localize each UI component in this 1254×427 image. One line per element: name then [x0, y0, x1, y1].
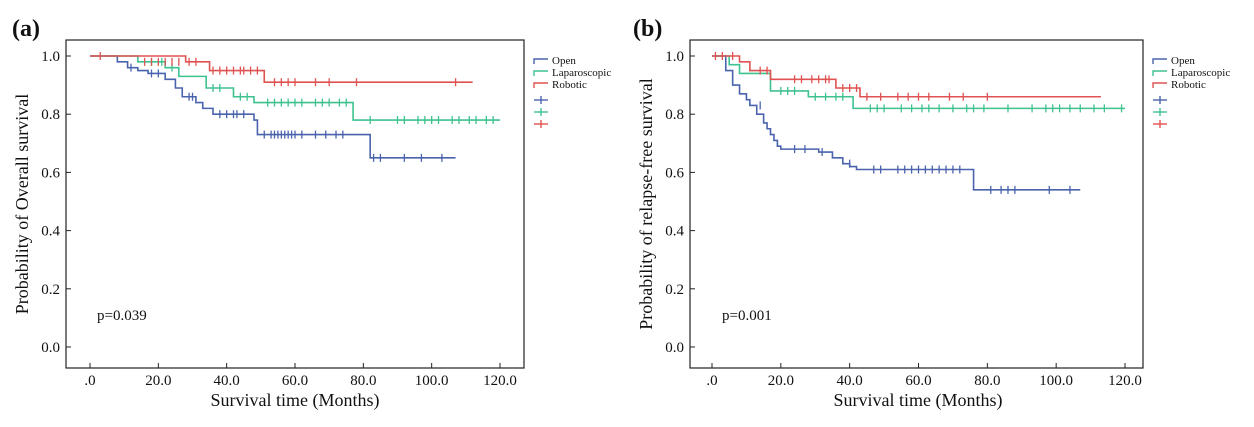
- x-tick-label: 100.0: [415, 373, 449, 389]
- series-open: [712, 55, 1081, 194]
- survival-curve-robotic: [712, 55, 1101, 98]
- y-tick-label: 0.2: [41, 282, 60, 298]
- legend-line-icon: [533, 58, 548, 64]
- legend-label: Robotic: [1171, 79, 1206, 91]
- y-tick-label: 0.2: [665, 282, 684, 298]
- legend-label: Open: [552, 55, 576, 67]
- survival-curve-robotic: [90, 55, 473, 83]
- p-value-annotation: p=0.001: [722, 308, 772, 324]
- series-laparoscopic: [712, 55, 1125, 113]
- x-tick-label: 60.0: [282, 373, 308, 389]
- x-tick-label: 100.0: [1039, 373, 1073, 389]
- survival-curve-open: [712, 55, 1081, 191]
- y-tick-label: 0.6: [665, 165, 684, 181]
- legend-line-icon: [533, 82, 548, 88]
- legend-label: Laparoscopic: [552, 67, 611, 79]
- legend-label: Open: [1171, 55, 1195, 67]
- y-tick-label: 0.4: [41, 224, 60, 240]
- y-tick-label: 0.8: [665, 107, 684, 123]
- y-axis-label: Probability of Overall survival: [12, 94, 32, 314]
- y-tick-label: 1.0: [665, 49, 684, 65]
- p-value-annotation: p=0.039: [97, 308, 147, 324]
- series-laparoscopic: [90, 55, 500, 125]
- y-axis-label: Probability of relapse-free survival: [636, 78, 656, 329]
- legend-line-icon: [1152, 58, 1167, 64]
- x-tick-label: 120.0: [483, 373, 517, 389]
- series-open: [90, 55, 456, 162]
- legend-line-icon: [533, 70, 548, 76]
- x-axis-label: Survival time (Months): [211, 390, 380, 411]
- x-tick-label: 60.0: [905, 373, 931, 389]
- panel-label: (a): [12, 16, 40, 42]
- legend-label: Robotic: [552, 79, 587, 91]
- x-tick-label: 40.0: [837, 373, 863, 389]
- panel-label: (b): [633, 16, 662, 42]
- legend-line-icon: [1152, 70, 1167, 76]
- x-tick-label: 80.0: [350, 373, 376, 389]
- legend-line-icon: [1152, 82, 1167, 88]
- x-tick-label: 80.0: [974, 373, 1000, 389]
- x-tick-label: 20.0: [768, 373, 794, 389]
- y-tick-label: 0.0: [665, 340, 684, 356]
- y-tick-label: 1.0: [41, 49, 60, 65]
- y-tick-label: 0.4: [665, 224, 684, 240]
- survival-curve-open: [90, 55, 456, 159]
- chart-panel-1: (a) 0.0 0.2 0.4 0.6 0.8 1.0 .0 20.0 40.0 60.0 80.0 1…: [12, 16, 611, 411]
- y-tick-label: 0.0: [41, 340, 60, 356]
- chart-panel-2: (b) 0.0 0.2 0.4 0.6 0.8 1.0 .0 20.0 40.0 60.0 80.0 1…: [633, 16, 1230, 411]
- y-tick-label: 0.8: [41, 107, 60, 123]
- series-robotic: [90, 52, 473, 87]
- survival-curve-laparoscopic: [712, 55, 1125, 110]
- y-tick-label: 0.6: [41, 165, 60, 181]
- x-axis-label: Survival time (Months): [834, 390, 1003, 411]
- legend-label: Laparoscopic: [1171, 67, 1230, 79]
- x-tick-label: 20.0: [145, 373, 171, 389]
- x-tick-label: 40.0: [214, 373, 240, 389]
- x-tick-label: 120.0: [1108, 373, 1142, 389]
- series-robotic: [712, 52, 1101, 101]
- x-tick-label: .0: [84, 373, 95, 389]
- plot-frame: [689, 39, 1144, 369]
- x-tick-label: .0: [706, 373, 717, 389]
